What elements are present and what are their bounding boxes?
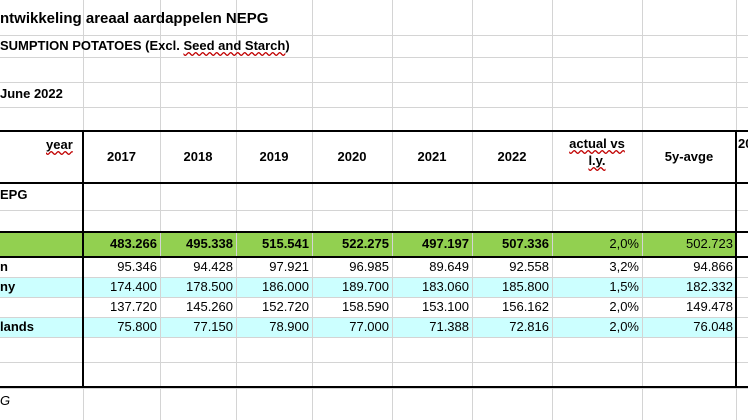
cell: 137.720 — [110, 299, 157, 314]
total-2019: 515.541 — [262, 236, 309, 251]
page-title: ntwikkeling areaal aardappelen NEPG — [0, 10, 269, 27]
cell-avg: 182.332 — [686, 279, 733, 294]
cell: 178.500 — [186, 279, 233, 294]
col-header-2021: 2021 — [417, 149, 447, 164]
cell: 189.700 — [342, 279, 389, 294]
cell: 96.985 — [349, 259, 389, 274]
cell: 158.590 — [342, 299, 389, 314]
cell: 186.000 — [262, 279, 309, 294]
cell: 78.900 — [269, 319, 309, 334]
col-header-5y-avge: 5y-avge — [664, 149, 714, 164]
cell: 174.400 — [110, 279, 157, 294]
cell: 92.558 — [509, 259, 549, 274]
col-header-2022: 2022 — [497, 149, 527, 164]
cell: 94.428 — [193, 259, 233, 274]
total-2021: 497.197 — [422, 236, 469, 251]
total-2020: 522.275 — [342, 236, 389, 251]
cell: 97.921 — [269, 259, 309, 274]
cell-actual: 1,5% — [609, 279, 639, 294]
col-header-2020: 2020 — [337, 149, 367, 164]
cell: 152.720 — [262, 299, 309, 314]
year-label: year — [46, 137, 73, 152]
row-label: ny — [0, 279, 16, 294]
total-2017: 483.266 — [110, 236, 157, 251]
total-2022: 507.336 — [502, 236, 549, 251]
cell-avg: 76.048 — [693, 319, 733, 334]
nepg-label: EPG — [0, 187, 28, 202]
cell-actual: 3,2% — [609, 259, 639, 274]
cell: 183.060 — [422, 279, 469, 294]
cell: 72.816 — [509, 319, 549, 334]
cell-avg: 94.866 — [693, 259, 733, 274]
total-2018: 495.338 — [186, 236, 233, 251]
col-header-cut: 20 — [738, 136, 748, 151]
cell: 145.260 — [186, 299, 233, 314]
cell: 95.346 — [117, 259, 157, 274]
footer-text: G — [0, 393, 11, 408]
col-header-2019: 2019 — [259, 149, 289, 164]
col-header-2017: 2017 — [107, 149, 136, 164]
cell-avg: 149.478 — [686, 299, 733, 314]
col-header-2018: 2018 — [183, 149, 213, 164]
cell-actual: 2,0% — [609, 319, 639, 334]
total-row-fill — [0, 232, 736, 256]
cell: 77.000 — [349, 319, 389, 334]
cell: 153.100 — [422, 299, 469, 314]
col-header-actual-vs: actual vs — [569, 136, 625, 151]
date-label: June 2022 — [0, 86, 63, 101]
cell: 156.162 — [502, 299, 549, 314]
row-label: lands — [0, 319, 34, 334]
total-actual: 2,0% — [609, 236, 639, 251]
col-header-actual-vs-ly: l.y. — [588, 153, 606, 168]
cell: 185.800 — [502, 279, 549, 294]
row-label: n — [0, 259, 8, 274]
cell: 89.649 — [429, 259, 469, 274]
cell-actual: 2,0% — [609, 299, 639, 314]
cell: 75.800 — [117, 319, 157, 334]
subtitle: SUMPTION POTATOES (Excl. Seed and Starch… — [0, 38, 290, 53]
cell: 71.388 — [429, 319, 469, 334]
total-avg: 502.723 — [686, 236, 733, 251]
cell: 77.150 — [193, 319, 233, 334]
